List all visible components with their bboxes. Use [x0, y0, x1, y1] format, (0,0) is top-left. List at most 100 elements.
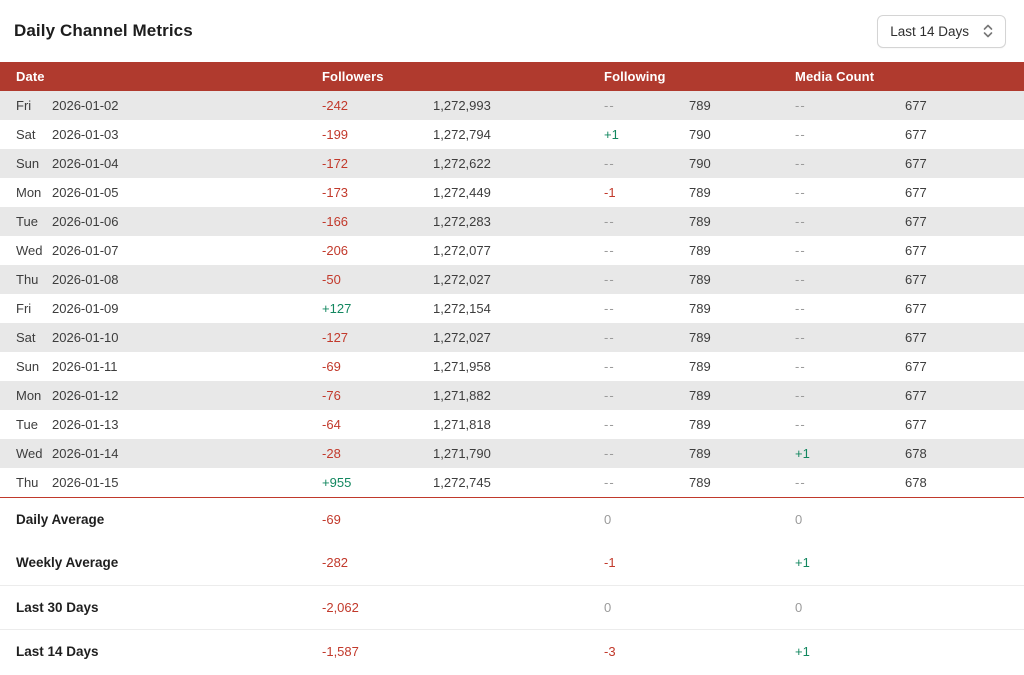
- table-row: Tue 2026-01-06 -166 1,272,283 -- 789 -- 677: [0, 207, 1024, 236]
- date-cell: 2026-01-06: [52, 214, 119, 229]
- following-total-cell: 789: [689, 359, 711, 374]
- summary-label-cell: Weekly Average: [16, 555, 119, 571]
- following-total-cell: 790: [689, 156, 711, 171]
- header-date: Date: [0, 62, 323, 91]
- following-total-cell: 789: [689, 301, 711, 316]
- following-delta-cell: --: [604, 388, 615, 403]
- followers-total-cell: 1,272,154: [433, 301, 491, 316]
- following-total-cell: 789: [689, 446, 711, 461]
- summary-followers-delta-cell: -282: [322, 555, 349, 571]
- following-total-cell: 789: [689, 98, 711, 113]
- table-row: Fri 2026-01-02 -242 1,272,993 -- 789 -- 677: [0, 91, 1024, 120]
- following-total-cell: 789: [689, 474, 711, 490]
- followers-delta-cell: -172: [322, 156, 349, 171]
- summary-media-delta-cell: +1: [795, 555, 810, 571]
- following-total-cell: 789: [689, 185, 711, 200]
- media-delta-cell: --: [795, 388, 806, 403]
- day-cell: Tue: [16, 417, 38, 432]
- date-cell: 2026-01-09: [52, 301, 119, 316]
- followers-total-cell: 1,272,993: [433, 98, 491, 113]
- day-cell: Thu: [16, 474, 39, 490]
- media-delta-cell: --: [795, 417, 806, 432]
- followers-delta-cell: -127: [322, 330, 349, 345]
- media-delta-cell: --: [795, 214, 806, 229]
- media-total-cell: 677: [905, 301, 927, 316]
- following-delta-cell: --: [604, 98, 615, 113]
- following-delta-cell: --: [604, 214, 615, 229]
- header-media-count: Media Count: [795, 62, 1024, 91]
- day-cell: Fri: [16, 301, 32, 316]
- media-delta-cell: --: [795, 156, 806, 171]
- date-cell: 2026-01-13: [52, 417, 119, 432]
- data-rows: Fri 2026-01-02 -242 1,272,993 -- 789 -- 677 Sat 2…: [0, 91, 1024, 497]
- followers-delta-cell: -173: [322, 185, 349, 200]
- day-cell: Sun: [16, 156, 40, 171]
- following-total-cell: 789: [689, 417, 711, 432]
- table-row: Mon 2026-01-12 -76 1,271,882 -- 789 -- 677: [0, 381, 1024, 410]
- following-delta-cell: --: [604, 330, 615, 345]
- summary-following-delta-cell: -3: [604, 628, 796, 673]
- followers-delta-cell: -242: [322, 98, 349, 113]
- summary-followers-delta-cell: -69: [322, 496, 605, 541]
- day-cell: Sat: [16, 330, 36, 345]
- followers-delta-cell: -166: [322, 214, 349, 229]
- media-delta-cell: --: [795, 272, 806, 287]
- table-row: Sat 2026-01-03 -199 1,272,794 +1 790 -- 677: [0, 120, 1024, 149]
- summary-row: Daily Average -69 0 0: [0, 496, 1024, 541]
- date-cell: 2026-01-05: [52, 185, 119, 200]
- updown-chevron-icon: [983, 24, 993, 38]
- following-delta-cell: +1: [604, 127, 619, 142]
- date-range-select[interactable]: Last 14 Days: [877, 14, 1006, 48]
- following-total-cell: 789: [689, 330, 711, 345]
- followers-total-cell: 1,272,077: [433, 243, 491, 258]
- date-cell: 2026-01-15: [52, 474, 119, 490]
- media-total-cell: 677: [905, 243, 927, 258]
- date-cell: 2026-01-10: [52, 330, 119, 345]
- day-cell: Fri: [16, 98, 32, 113]
- media-delta-cell: --: [795, 127, 806, 142]
- media-delta-cell: +1: [795, 446, 810, 461]
- summary-row: Last 14 Days -1,587 -3 +1: [0, 628, 1024, 673]
- following-total-cell: 789: [689, 214, 711, 229]
- summary-media-delta-cell: 0: [795, 584, 1024, 629]
- followers-total-cell: 1,272,794: [433, 127, 491, 142]
- media-delta-cell: --: [795, 359, 806, 374]
- media-total-cell: 677: [905, 388, 927, 403]
- media-delta-cell: --: [795, 98, 806, 113]
- summary-followers-delta-cell: -1,587: [322, 628, 605, 673]
- followers-total-cell: 1,272,283: [433, 214, 491, 229]
- summary-following-delta-cell: -1: [604, 555, 616, 571]
- media-total-cell: 677: [905, 272, 927, 287]
- day-cell: Sun: [16, 359, 40, 374]
- following-total-cell: 790: [689, 127, 711, 142]
- summary-followers-delta-cell: -2,062: [322, 584, 605, 629]
- media-total-cell: 677: [905, 214, 927, 229]
- date-cell: 2026-01-03: [52, 127, 119, 142]
- date-cell: 2026-01-12: [52, 388, 119, 403]
- date-cell: 2026-01-07: [52, 243, 119, 258]
- table-row: Sun 2026-01-04 -172 1,272,622 -- 790 -- 677: [0, 149, 1024, 178]
- following-delta-cell: --: [604, 446, 615, 461]
- followers-total-cell: 1,272,745: [433, 474, 491, 490]
- summary-rows: Daily Average -69 0 0 Weekly Average -282 -1 +1…: [0, 496, 1024, 673]
- media-total-cell: 677: [905, 359, 927, 374]
- media-total-cell: 677: [905, 330, 927, 345]
- followers-delta-cell: -50: [322, 272, 341, 287]
- table-row: Wed 2026-01-07 -206 1,272,077 -- 789 -- 677: [0, 236, 1024, 265]
- day-cell: Sat: [16, 127, 36, 142]
- following-delta-cell: --: [604, 474, 615, 490]
- followers-delta-cell: -206: [322, 243, 349, 258]
- day-cell: Wed: [16, 446, 43, 461]
- table-row: Thu 2026-01-08 -50 1,272,027 -- 789 -- 677: [0, 265, 1024, 294]
- followers-total-cell: 1,271,790: [433, 446, 491, 461]
- date-cell: 2026-01-11: [52, 359, 118, 374]
- day-cell: Mon: [16, 185, 42, 200]
- table-row: Tue 2026-01-13 -64 1,271,818 -- 789 -- 677: [0, 410, 1024, 439]
- summary-following-delta-cell: 0: [604, 584, 796, 629]
- following-delta-cell: -1: [604, 185, 616, 200]
- table-row: Thu 2026-01-15 +955 1,272,745 -- 789 -- 678: [0, 468, 1024, 497]
- summary-media-delta-cell: +1: [795, 628, 1024, 673]
- date-range-value: Last 14 Days: [890, 23, 969, 39]
- day-cell: Thu: [16, 272, 39, 287]
- media-delta-cell: --: [795, 301, 806, 316]
